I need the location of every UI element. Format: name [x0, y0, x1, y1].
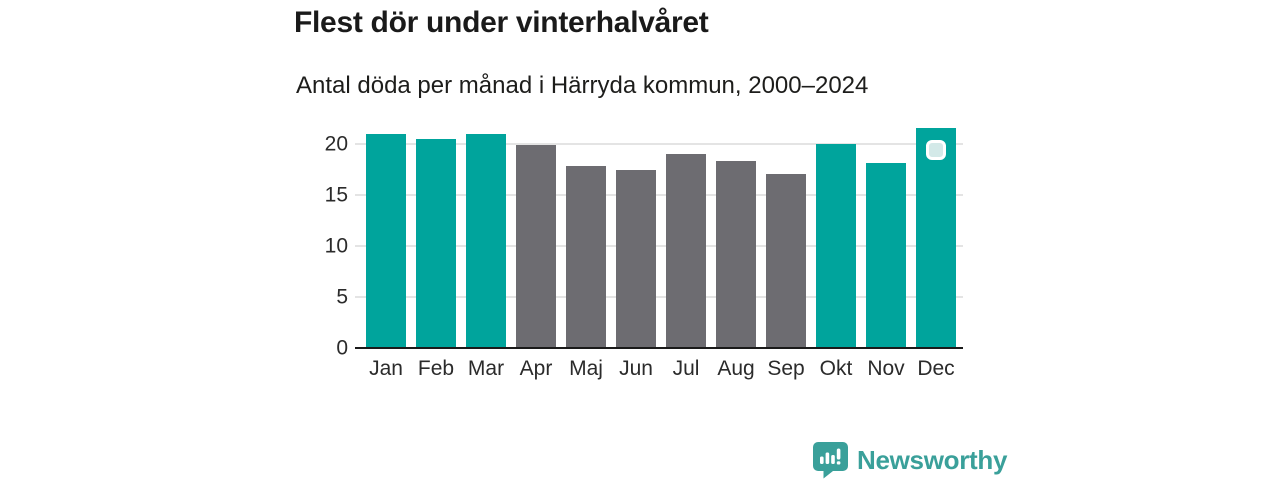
bar-jan	[366, 133, 406, 348]
bar-sep	[766, 173, 806, 348]
bar-jun	[616, 169, 656, 348]
highlight-marker	[926, 139, 946, 160]
x-tick-label: Apr	[519, 357, 553, 380]
chart-subtitle: Antal döda per månad i Härryda kommun, 2…	[296, 72, 869, 99]
gridline	[355, 296, 963, 298]
y-tick-label: 10	[324, 234, 348, 258]
x-tick-label: Dec	[917, 357, 955, 380]
y-tick-label: 15	[324, 183, 348, 207]
x-axis: Jan Feb Mar Apr Maj Jun Jul Aug Sep Okt Nov Dec	[355, 356, 963, 388]
gridline	[355, 245, 963, 247]
brand-name: Newsworthy	[857, 445, 1008, 475]
x-tick-label: Mar	[467, 357, 505, 380]
bar-feb	[416, 138, 456, 348]
x-tick-label: Aug	[717, 357, 755, 380]
bar-maj	[566, 166, 606, 348]
bar-okt	[816, 144, 856, 348]
x-tick-label: Nov	[867, 357, 905, 380]
bar-apr	[516, 145, 556, 348]
x-tick-label: Feb	[417, 357, 455, 380]
gridline	[355, 143, 963, 145]
plot-area	[355, 116, 963, 349]
x-tick-label: Jan	[369, 357, 403, 380]
bar-nov	[866, 163, 906, 348]
brand-logo-link[interactable]: Newsworthy	[812, 441, 1007, 479]
bar-mar	[466, 133, 506, 348]
x-tick-label: Sep	[767, 357, 805, 380]
y-tick-label: 20	[324, 132, 348, 156]
newsworthy-logo-icon	[812, 441, 849, 479]
x-tick-label: Jul	[672, 357, 700, 380]
y-tick-label: 0	[336, 336, 348, 360]
chart-title: Flest dör under vinterhalvåret	[294, 6, 709, 39]
x-tick-label: Okt	[819, 357, 853, 380]
bar-aug	[716, 161, 756, 348]
gridline	[355, 194, 963, 196]
x-tick-label: Maj	[569, 357, 603, 380]
x-tick-label: Jun	[619, 357, 653, 380]
bar-chart: 0 5 10 15 20 Jan Feb Mar Apr Maj Jun Jul Aug Sep Okt N…	[300, 116, 980, 416]
bar-jul	[666, 154, 706, 348]
y-tick-label: 5	[336, 285, 348, 309]
y-axis: 0 5 10 15 20	[300, 116, 348, 359]
bar-dec	[916, 127, 956, 348]
x-axis-line	[355, 347, 963, 349]
